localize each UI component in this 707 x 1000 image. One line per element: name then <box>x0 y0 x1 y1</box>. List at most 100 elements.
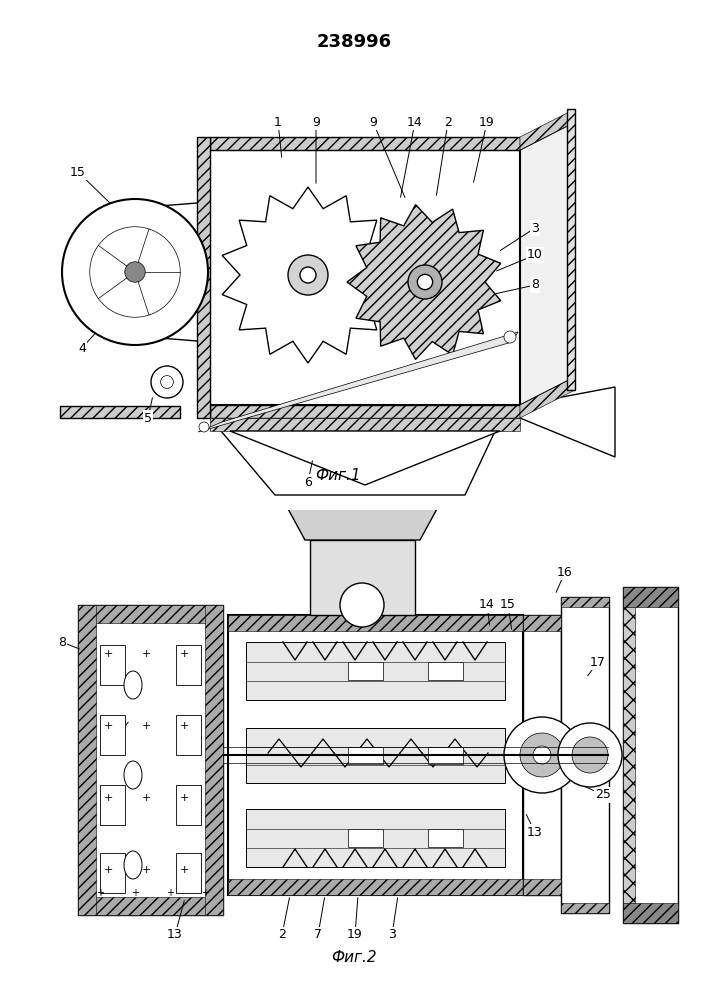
Bar <box>210 418 520 431</box>
Bar <box>348 829 383 847</box>
Bar <box>197 137 210 418</box>
Text: +: + <box>103 865 112 875</box>
Polygon shape <box>520 122 575 405</box>
Text: 2: 2 <box>278 928 286 942</box>
Bar <box>60 406 180 418</box>
Polygon shape <box>520 109 575 150</box>
Text: 1: 1 <box>274 115 282 128</box>
Polygon shape <box>623 587 678 607</box>
Text: +: + <box>141 649 151 659</box>
Bar <box>348 747 383 764</box>
Text: +: + <box>96 888 104 898</box>
Text: 25: 25 <box>595 788 611 802</box>
Polygon shape <box>230 431 500 485</box>
Circle shape <box>504 717 580 793</box>
Polygon shape <box>228 615 523 631</box>
Bar <box>428 662 463 680</box>
Text: 19: 19 <box>347 928 363 942</box>
Circle shape <box>300 267 316 283</box>
Circle shape <box>151 366 183 398</box>
Polygon shape <box>228 879 523 895</box>
Polygon shape <box>523 615 561 631</box>
Text: +: + <box>180 721 189 731</box>
Text: +: + <box>166 888 174 898</box>
Bar <box>210 405 520 418</box>
Bar <box>176 785 201 825</box>
Circle shape <box>62 199 208 345</box>
Text: 19: 19 <box>479 115 495 128</box>
Text: Фиг.2: Фиг.2 <box>331 950 377 966</box>
Bar <box>100 785 125 825</box>
Text: +: + <box>141 865 151 875</box>
Bar <box>176 645 201 685</box>
Bar <box>210 405 520 418</box>
Polygon shape <box>222 187 394 363</box>
Bar <box>176 715 201 755</box>
Text: 12: 12 <box>595 736 611 748</box>
Bar <box>210 137 520 150</box>
Polygon shape <box>561 597 609 607</box>
Polygon shape <box>520 387 615 457</box>
Polygon shape <box>205 605 223 915</box>
Text: 2: 2 <box>444 115 452 128</box>
Polygon shape <box>78 605 96 915</box>
Text: 4: 4 <box>78 342 86 355</box>
Text: +: + <box>180 649 189 659</box>
Circle shape <box>90 227 180 317</box>
Circle shape <box>520 733 564 777</box>
Polygon shape <box>520 377 575 418</box>
Bar <box>428 747 463 764</box>
Bar <box>561 597 609 913</box>
Text: 3: 3 <box>388 928 396 942</box>
Text: 9: 9 <box>369 115 377 128</box>
Text: 5: 5 <box>144 412 152 424</box>
Polygon shape <box>623 607 635 903</box>
Circle shape <box>199 422 209 432</box>
Circle shape <box>160 376 173 388</box>
Text: 14: 14 <box>407 115 423 128</box>
Text: +: + <box>103 649 112 659</box>
Text: 17: 17 <box>590 656 606 668</box>
Ellipse shape <box>124 851 142 879</box>
Circle shape <box>340 583 384 627</box>
Circle shape <box>558 723 622 787</box>
Ellipse shape <box>124 671 142 699</box>
Bar <box>428 829 463 847</box>
Circle shape <box>417 274 433 290</box>
Text: +: + <box>141 721 151 731</box>
Text: 15: 15 <box>500 598 516 611</box>
Bar <box>100 645 125 685</box>
Circle shape <box>533 746 551 764</box>
Bar <box>210 150 520 405</box>
Text: +: + <box>180 865 189 875</box>
Bar <box>275 457 420 485</box>
Text: +: + <box>141 793 151 803</box>
Circle shape <box>504 331 516 343</box>
Bar <box>246 728 505 783</box>
Polygon shape <box>523 879 561 895</box>
Bar <box>523 615 561 895</box>
Text: 13: 13 <box>527 826 543 838</box>
Bar <box>348 662 383 680</box>
Polygon shape <box>561 903 609 913</box>
Bar <box>310 540 415 615</box>
Text: +: + <box>103 721 112 731</box>
Text: 3: 3 <box>531 222 539 234</box>
Text: 13: 13 <box>167 928 183 942</box>
Text: +: + <box>103 793 112 803</box>
Bar <box>210 137 520 150</box>
Bar <box>246 642 505 700</box>
Text: 9: 9 <box>312 115 320 128</box>
Polygon shape <box>275 485 450 540</box>
Text: 8: 8 <box>58 636 66 648</box>
Bar <box>246 809 505 867</box>
Bar <box>78 605 223 915</box>
Text: 14: 14 <box>479 598 495 611</box>
Bar <box>176 853 201 893</box>
Bar <box>228 615 523 895</box>
Text: 8: 8 <box>531 278 539 292</box>
Text: 10: 10 <box>527 248 543 261</box>
Text: 15: 15 <box>70 165 86 178</box>
Circle shape <box>572 737 608 773</box>
Text: +: + <box>201 888 209 898</box>
